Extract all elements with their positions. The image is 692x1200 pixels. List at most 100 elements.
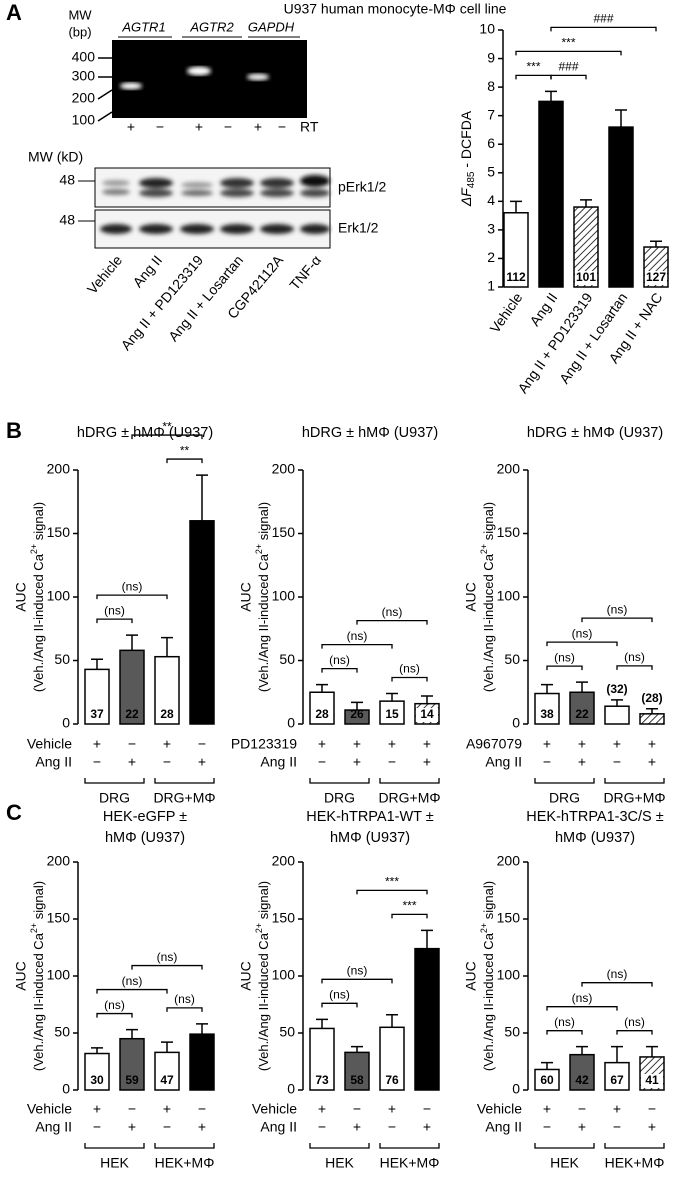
group-bracket <box>84 778 145 784</box>
band-label: pErk1/2 <box>338 179 386 195</box>
y-tick-label: 9 <box>487 49 495 65</box>
y-axis-label: (Veh./Ang II-induced Ca2+ signal) <box>29 881 46 1071</box>
significance-label: *** <box>526 60 540 74</box>
rt-label: RT <box>300 119 319 135</box>
group-bracket <box>84 1143 145 1149</box>
gene-label: AGTR1 <box>121 19 165 34</box>
error-bar <box>161 1041 173 1053</box>
error-bar <box>386 1014 398 1028</box>
error-bar <box>196 1023 208 1035</box>
group-bracket <box>309 1143 370 1149</box>
y-label-part: signal) <box>481 881 496 923</box>
y-label-part: (Veh./Ang II-induced Ca <box>481 553 496 692</box>
marker-label: 300 <box>72 68 96 84</box>
row-label: A967079 <box>466 736 522 752</box>
error-bar <box>541 683 553 694</box>
n-label: 26 <box>350 707 364 721</box>
row-mark: + <box>353 1119 361 1135</box>
row-mark: + <box>128 1119 136 1135</box>
group-label: HEK+MΦ <box>605 1155 665 1171</box>
blot-mw-label: MW (kD) <box>28 149 83 165</box>
y-axis-label: AUC <box>13 961 29 991</box>
row-mark: − <box>423 1101 431 1117</box>
significance-bracket <box>166 1007 203 1012</box>
y-tick-label: 150 <box>272 524 296 540</box>
group-bracket <box>154 778 215 784</box>
group-label: HEK <box>550 1155 579 1171</box>
significance-bracket <box>546 1030 583 1035</box>
significance-label: (ns) <box>122 579 143 593</box>
group-bracket <box>604 1143 665 1149</box>
significance-label: ** <box>162 419 172 433</box>
n-label-bg <box>536 1074 558 1088</box>
significance-bracket <box>131 434 203 440</box>
error-bar <box>576 681 588 693</box>
y-tick-label: 1 <box>487 278 495 294</box>
n-label-bg <box>575 271 597 285</box>
y-axis-label: (Veh./Ang II-induced Ca2+ signal) <box>479 881 496 1071</box>
y-label-part: 2+ <box>254 923 264 933</box>
group-label: HEK <box>325 1155 354 1171</box>
significance-bracket <box>96 1012 133 1018</box>
rt-mark: − <box>224 119 232 135</box>
row-mark: − <box>543 1119 551 1135</box>
n-label: 101 <box>576 270 596 284</box>
blot-marker-ticks <box>78 180 95 222</box>
y-label-part: (Veh./Ang II-induced Ca <box>256 553 271 692</box>
n-label: 112 <box>506 270 526 284</box>
group-bracket <box>379 1143 440 1149</box>
significance-bracket <box>356 889 428 895</box>
group-label: DRG <box>549 790 580 806</box>
significance-label: (ns) <box>104 998 125 1012</box>
error-bar <box>421 929 433 949</box>
chart-title: hDRG ± hMΦ (U937) <box>527 425 663 441</box>
error-bar <box>316 1018 328 1029</box>
row-mark: + <box>93 736 101 752</box>
n-label-bg <box>606 1074 628 1088</box>
significance-bracket <box>166 458 203 464</box>
lane-label: Ang II <box>129 252 165 290</box>
lane-label: Vehicle <box>84 252 125 297</box>
error-bar <box>126 634 138 651</box>
significance-bracket <box>321 978 393 984</box>
chart-title: hMΦ (U937) <box>105 830 185 846</box>
gene-label: GAPDH <box>248 19 295 34</box>
error-bar <box>421 695 433 704</box>
error-bar <box>646 708 658 714</box>
row-mark: − <box>318 754 326 770</box>
significance-bracket <box>321 643 393 649</box>
y-tick-label: 150 <box>497 524 521 540</box>
row-mark: − <box>198 736 206 752</box>
y-tick-label: 200 <box>497 461 521 477</box>
n-label: 57 <box>195 1073 209 1087</box>
significance-label: ** <box>180 443 190 457</box>
error-bar <box>615 109 627 128</box>
y-tick-label: 200 <box>272 853 296 869</box>
row-label: PD123319 <box>231 736 297 752</box>
error-bar <box>126 1028 138 1039</box>
error-bar <box>351 701 363 711</box>
gel-title: U937 human monocyte-MΦ cell line <box>284 1 507 17</box>
row-mark: + <box>423 736 431 752</box>
y-tick-label: 200 <box>47 461 71 477</box>
error-bar <box>510 200 522 213</box>
n-label: 15 <box>385 707 399 721</box>
n-label: 14 <box>420 707 434 721</box>
n-label: 30 <box>195 707 209 721</box>
significance-bracket <box>550 26 657 32</box>
row-mark: + <box>353 754 361 770</box>
y-tick-label: 3 <box>487 221 495 237</box>
group-bracket <box>604 778 665 784</box>
y-tick-label: 100 <box>497 967 521 983</box>
y-tick-label: 150 <box>272 910 296 926</box>
row-mark: − <box>93 754 101 770</box>
row-mark: + <box>648 1119 656 1135</box>
n-label: 41 <box>645 1073 659 1087</box>
gene-label: AGTR2 <box>189 19 234 34</box>
y-label-part: 485 <box>466 171 477 188</box>
significance-bracket <box>321 667 358 673</box>
error-bar <box>386 692 398 702</box>
error-bar <box>196 474 208 521</box>
significance-label: (ns) <box>624 1015 645 1029</box>
y-tick-label: 0 <box>62 715 70 731</box>
